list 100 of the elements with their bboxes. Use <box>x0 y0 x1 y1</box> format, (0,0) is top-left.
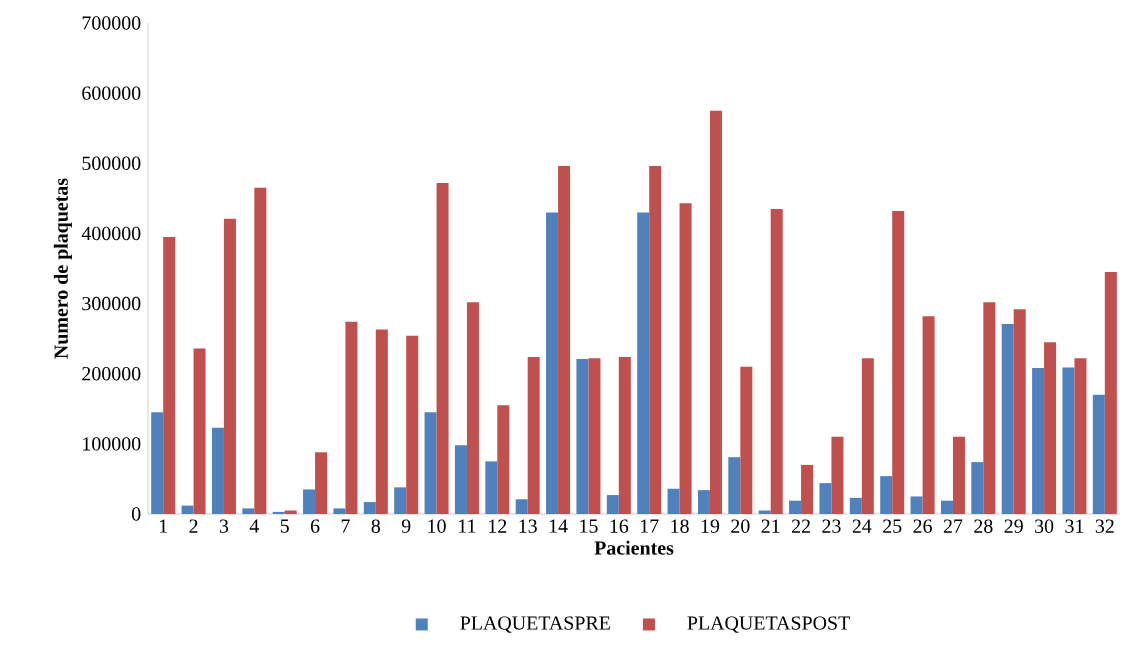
bar <box>181 505 194 514</box>
bar <box>637 212 650 514</box>
bar <box>758 510 771 514</box>
bar <box>345 321 358 514</box>
x-tick-label: 4 <box>249 519 259 533</box>
x-tick-label: 27 <box>943 519 963 533</box>
x-tick-label: 15 <box>580 519 598 533</box>
bar <box>1092 394 1105 514</box>
x-tick-label: 25 <box>883 519 902 533</box>
bar <box>1032 368 1045 514</box>
bar <box>983 302 996 514</box>
bar <box>789 500 802 514</box>
y-tick-label: 200000 <box>82 366 141 381</box>
bar <box>606 495 619 514</box>
x-tick-label: 22 <box>791 519 810 533</box>
bar <box>697 490 710 514</box>
bar <box>831 436 844 514</box>
bar <box>223 218 236 514</box>
x-tick-label: 12 <box>489 519 507 533</box>
x-axis-title: Pacientes <box>594 540 674 555</box>
x-tick-label: 10 <box>428 519 446 533</box>
bar <box>849 497 862 514</box>
bar <box>546 212 559 514</box>
bar <box>303 489 316 514</box>
x-tick-label: 3 <box>219 519 229 533</box>
legend-label: PLAQUETASPOST <box>687 616 850 633</box>
x-tick-label: 21 <box>761 519 780 533</box>
y-tick-label: 500000 <box>82 156 141 170</box>
bar <box>588 358 601 514</box>
bar <box>1104 272 1117 514</box>
bar <box>649 166 662 514</box>
bar <box>193 348 206 514</box>
bar <box>971 462 984 514</box>
bar <box>394 487 407 514</box>
bar <box>576 358 589 514</box>
bar <box>454 445 467 514</box>
x-tick-label: 23 <box>822 519 841 533</box>
y-tick-label: 0 <box>131 507 141 521</box>
y-axis-title: Numero de plaquetas <box>53 178 72 359</box>
bar <box>515 499 528 514</box>
bar <box>406 335 419 514</box>
bar <box>861 358 874 514</box>
bar <box>910 496 923 514</box>
bar <box>1062 367 1075 514</box>
x-tick-label: 24 <box>852 519 872 533</box>
x-tick-label: 1 <box>159 519 167 533</box>
x-tick-label: 17 <box>640 519 659 533</box>
bar <box>163 236 176 514</box>
bar <box>819 483 832 514</box>
bar <box>618 356 631 514</box>
x-tick-label: 19 <box>701 519 720 533</box>
x-tick-label: 13 <box>519 519 537 533</box>
legend-label: PLAQUETASPRE <box>460 616 610 633</box>
bar <box>740 366 753 514</box>
bar <box>952 436 965 514</box>
x-tick-label: 7 <box>341 519 350 533</box>
bar <box>363 502 376 514</box>
x-tick-label: 20 <box>731 519 750 533</box>
bar <box>436 182 449 514</box>
y-tick-label: 100000 <box>83 437 141 451</box>
bar <box>254 187 267 514</box>
bar <box>151 412 164 514</box>
x-tick-label: 28 <box>974 519 993 533</box>
bar <box>211 427 224 514</box>
bar <box>1074 358 1087 514</box>
y-tick-label: 300000 <box>82 296 141 311</box>
bar <box>284 510 297 514</box>
bar <box>375 329 388 514</box>
bar <box>709 110 722 514</box>
x-tick-label: 30 <box>1035 519 1054 533</box>
x-tick-label: 29 <box>1004 519 1023 533</box>
bar <box>1001 323 1014 514</box>
x-tick-label: 32 <box>1095 519 1114 533</box>
x-tick-label: 18 <box>671 519 689 533</box>
bar <box>466 302 479 514</box>
x-tick-label: 2 <box>189 519 198 533</box>
x-tick-label: 14 <box>549 519 568 533</box>
bar <box>667 488 680 514</box>
bar <box>922 316 935 514</box>
bar <box>527 356 540 514</box>
bar <box>892 210 905 514</box>
bar <box>728 457 741 514</box>
bar <box>1013 309 1026 514</box>
x-tick-label: 31 <box>1065 519 1084 533</box>
x-tick-label: 16 <box>610 519 629 533</box>
bar <box>333 508 346 514</box>
bar <box>485 461 498 514</box>
x-tick-label: 26 <box>913 519 932 533</box>
y-tick-label: 400000 <box>81 226 141 241</box>
bar <box>679 203 692 514</box>
x-tick-label: 11 <box>459 519 476 533</box>
y-tick-label: 600000 <box>82 86 141 100</box>
y-tick-label: 700000 <box>82 16 141 30</box>
bar <box>242 508 255 514</box>
x-tick-label: 8 <box>371 519 381 533</box>
bar <box>770 208 783 514</box>
bar <box>424 412 437 514</box>
bar <box>801 464 814 514</box>
bar <box>880 476 893 514</box>
x-tick-label: 6 <box>310 519 320 533</box>
